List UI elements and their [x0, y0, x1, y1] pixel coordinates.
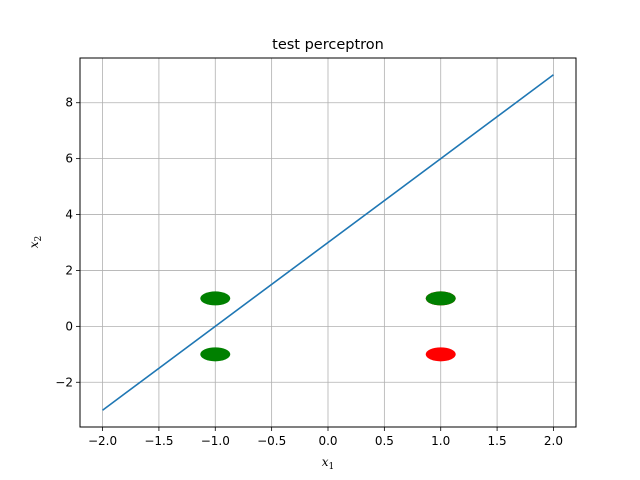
y-axis-label: x2 — [27, 236, 44, 249]
y-axis-label-base: x — [27, 241, 41, 248]
x-tick-label: 0.5 — [375, 434, 394, 448]
x-tick-label: 0.0 — [318, 434, 337, 448]
y-tick-label: 4 — [65, 208, 73, 222]
chart-title: test perceptron — [272, 37, 384, 53]
x-tick-label: −2.0 — [88, 434, 117, 448]
x-tick-label: 1.0 — [431, 434, 450, 448]
x-axis-label-base: x — [322, 455, 329, 469]
x-tick-label: −1.0 — [201, 434, 230, 448]
x-tick-label: −1.5 — [144, 434, 173, 448]
y-axis-label-sub: 2 — [34, 236, 44, 242]
plot-area — [102, 74, 554, 411]
x-tick-label: 2.0 — [544, 434, 563, 448]
decision-boundary-line — [102, 74, 554, 411]
x-axis: −2.0 −1.5 −1.0 −0.5 0.0 0.5 1.0 1.5 2.0 — [88, 427, 563, 448]
y-tick-label: 8 — [65, 96, 73, 110]
data-point — [425, 347, 456, 362]
x-axis-label: x1 — [322, 455, 335, 472]
x-axis-label-sub: 1 — [329, 462, 335, 472]
y-tick-label: 2 — [65, 263, 73, 277]
data-point — [425, 291, 456, 306]
data-point — [200, 347, 231, 362]
data-point — [200, 291, 231, 306]
x-tick-label: −0.5 — [257, 434, 286, 448]
x-tick-label: 1.5 — [488, 434, 507, 448]
y-axis: −2 0 2 4 6 8 — [55, 96, 80, 389]
y-tick-label: 0 — [65, 319, 73, 333]
y-tick-label: −2 — [55, 375, 73, 389]
y-tick-label: 6 — [65, 152, 73, 166]
